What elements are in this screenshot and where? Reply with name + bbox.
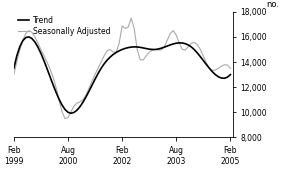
Y-axis label: no.: no. bbox=[266, 0, 279, 9]
Legend: Trend, Seasonally Adjusted: Trend, Seasonally Adjusted bbox=[18, 16, 110, 36]
